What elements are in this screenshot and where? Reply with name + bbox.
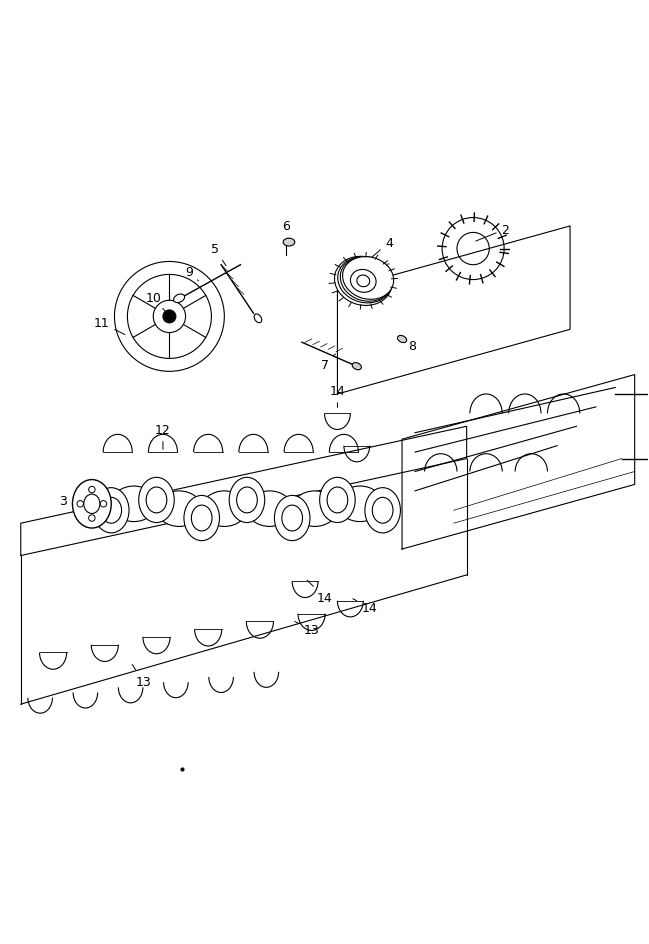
Ellipse shape <box>139 478 174 523</box>
Ellipse shape <box>320 478 355 523</box>
Text: 9: 9 <box>185 265 199 281</box>
Ellipse shape <box>184 496 219 541</box>
Circle shape <box>77 501 84 508</box>
Ellipse shape <box>111 486 156 522</box>
Ellipse shape <box>247 492 292 527</box>
Text: 8: 8 <box>402 340 416 353</box>
Text: 2: 2 <box>476 224 509 242</box>
Ellipse shape <box>340 258 393 302</box>
Text: 14: 14 <box>307 581 332 604</box>
Text: 13: 13 <box>295 622 319 636</box>
Text: 5: 5 <box>211 243 226 266</box>
Text: 13: 13 <box>132 665 151 688</box>
Ellipse shape <box>93 488 129 533</box>
Circle shape <box>89 515 95 522</box>
Ellipse shape <box>365 488 400 533</box>
Ellipse shape <box>337 258 392 304</box>
Text: 14: 14 <box>330 385 345 408</box>
Circle shape <box>163 311 176 324</box>
Text: 10: 10 <box>145 291 167 315</box>
Ellipse shape <box>202 492 247 527</box>
Ellipse shape <box>352 363 361 370</box>
Text: 11: 11 <box>93 317 125 335</box>
Circle shape <box>89 487 95 494</box>
Text: 7: 7 <box>321 355 336 372</box>
Text: 1: 1 <box>282 513 302 533</box>
Ellipse shape <box>397 336 407 344</box>
Text: 14: 14 <box>353 599 378 614</box>
Polygon shape <box>402 375 635 549</box>
Ellipse shape <box>173 295 184 303</box>
Circle shape <box>100 501 106 508</box>
Ellipse shape <box>343 258 394 300</box>
Ellipse shape <box>275 496 310 541</box>
Ellipse shape <box>334 257 392 306</box>
Polygon shape <box>21 427 467 556</box>
Text: 4: 4 <box>365 236 393 263</box>
Ellipse shape <box>254 314 262 324</box>
Ellipse shape <box>283 239 295 246</box>
Ellipse shape <box>156 492 202 527</box>
Ellipse shape <box>73 480 111 529</box>
Text: 6: 6 <box>282 220 289 240</box>
Ellipse shape <box>337 486 383 522</box>
Text: 12: 12 <box>155 424 171 450</box>
Text: 3: 3 <box>59 495 89 510</box>
Ellipse shape <box>292 492 337 527</box>
Polygon shape <box>337 227 570 395</box>
Ellipse shape <box>229 478 265 523</box>
